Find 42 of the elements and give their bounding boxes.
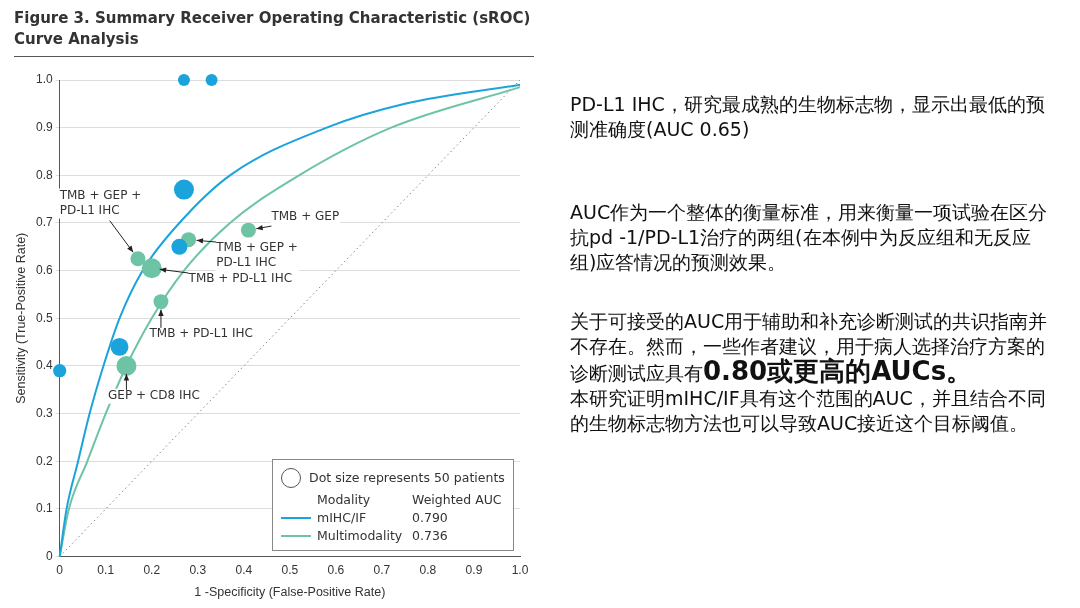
y-tick-label: 0.9 bbox=[35, 119, 53, 134]
legend-label: Multimodality bbox=[317, 528, 404, 544]
annotation: 0.790 bbox=[412, 510, 448, 526]
annotation: TMB + GEP bbox=[270, 209, 340, 224]
x-axis-title: 1 -Specificity (False-Positive Rate) bbox=[194, 584, 386, 599]
y-tick-label: 0.1 bbox=[35, 501, 53, 516]
x-tick-label: 0.4 bbox=[235, 563, 253, 578]
y-tick-label: 0.8 bbox=[35, 167, 53, 182]
y-tick-label: 0.5 bbox=[35, 310, 53, 325]
y-tick-label: 0.3 bbox=[35, 405, 53, 420]
x-tick-label: 0.7 bbox=[373, 563, 391, 578]
x-tick-label: 0.3 bbox=[189, 563, 207, 578]
text: PD-L1 IHC，研究最成熟的生物标志物，显示出最低的预测准确度(AUC 0.65) bbox=[570, 92, 1046, 142]
y-tick-label: 0.6 bbox=[35, 262, 53, 277]
annotation: Weighted AUC bbox=[412, 492, 502, 508]
legend-label: mIHC/IF bbox=[317, 510, 368, 526]
x-tick-label: 0 bbox=[56, 563, 64, 578]
legend-label: Dot size represents 50 patients bbox=[308, 469, 505, 488]
y-tick-label: 1.0 bbox=[35, 72, 53, 87]
y-tick-label: 0.7 bbox=[35, 215, 53, 230]
chart-title: Figure 3. Summary Receiver Operating Characteristic (sROC) Curve Analysis bbox=[14, 8, 534, 57]
y-axis-title: Sensitivity (True-Positive Rate) bbox=[13, 232, 28, 404]
annotation: 0.736 bbox=[412, 528, 448, 544]
y-tick-label: 0.2 bbox=[35, 453, 53, 468]
annotation: TMB + GEP + PD-L1 IHC bbox=[215, 240, 298, 270]
x-tick-label: 1.0 bbox=[511, 563, 529, 578]
x-tick-label: 0.6 bbox=[327, 563, 345, 578]
annotation: TMB + PD-L1 IHC bbox=[148, 325, 253, 340]
x-tick-label: 0.2 bbox=[143, 563, 161, 578]
annotation: TMB + GEP + PD-L1 IHC bbox=[58, 187, 142, 217]
annotation: TMB + PD-L1 IHC bbox=[187, 271, 293, 286]
x-tick-label: 0.8 bbox=[419, 563, 437, 578]
x-tick-label: 0.5 bbox=[281, 563, 299, 578]
y-tick-label: 0 bbox=[45, 548, 53, 563]
x-tick-label: 0.1 bbox=[97, 563, 115, 578]
annotation: GEP + CD8 IHC bbox=[108, 387, 200, 402]
text: AUC作为一个整体的衡量标准，用来衡量一项试验在区分抗pd -1/PD-L1治疗的两组(在本例中为反应组和无反应组)应答情况的预测效果。 bbox=[570, 200, 1048, 275]
x-tick-label: 0.9 bbox=[465, 563, 483, 578]
text: 0.80或更高的AUCs。 bbox=[703, 356, 973, 386]
y-tick-label: 0.4 bbox=[35, 358, 53, 373]
text: 本研究证明mIHC/IF具有这个范围的AUC，并且结合不同的生物标志物方法也可以导致AUC接近这个目标阈值。 bbox=[570, 386, 1047, 436]
legend-title: Modality bbox=[317, 492, 372, 508]
